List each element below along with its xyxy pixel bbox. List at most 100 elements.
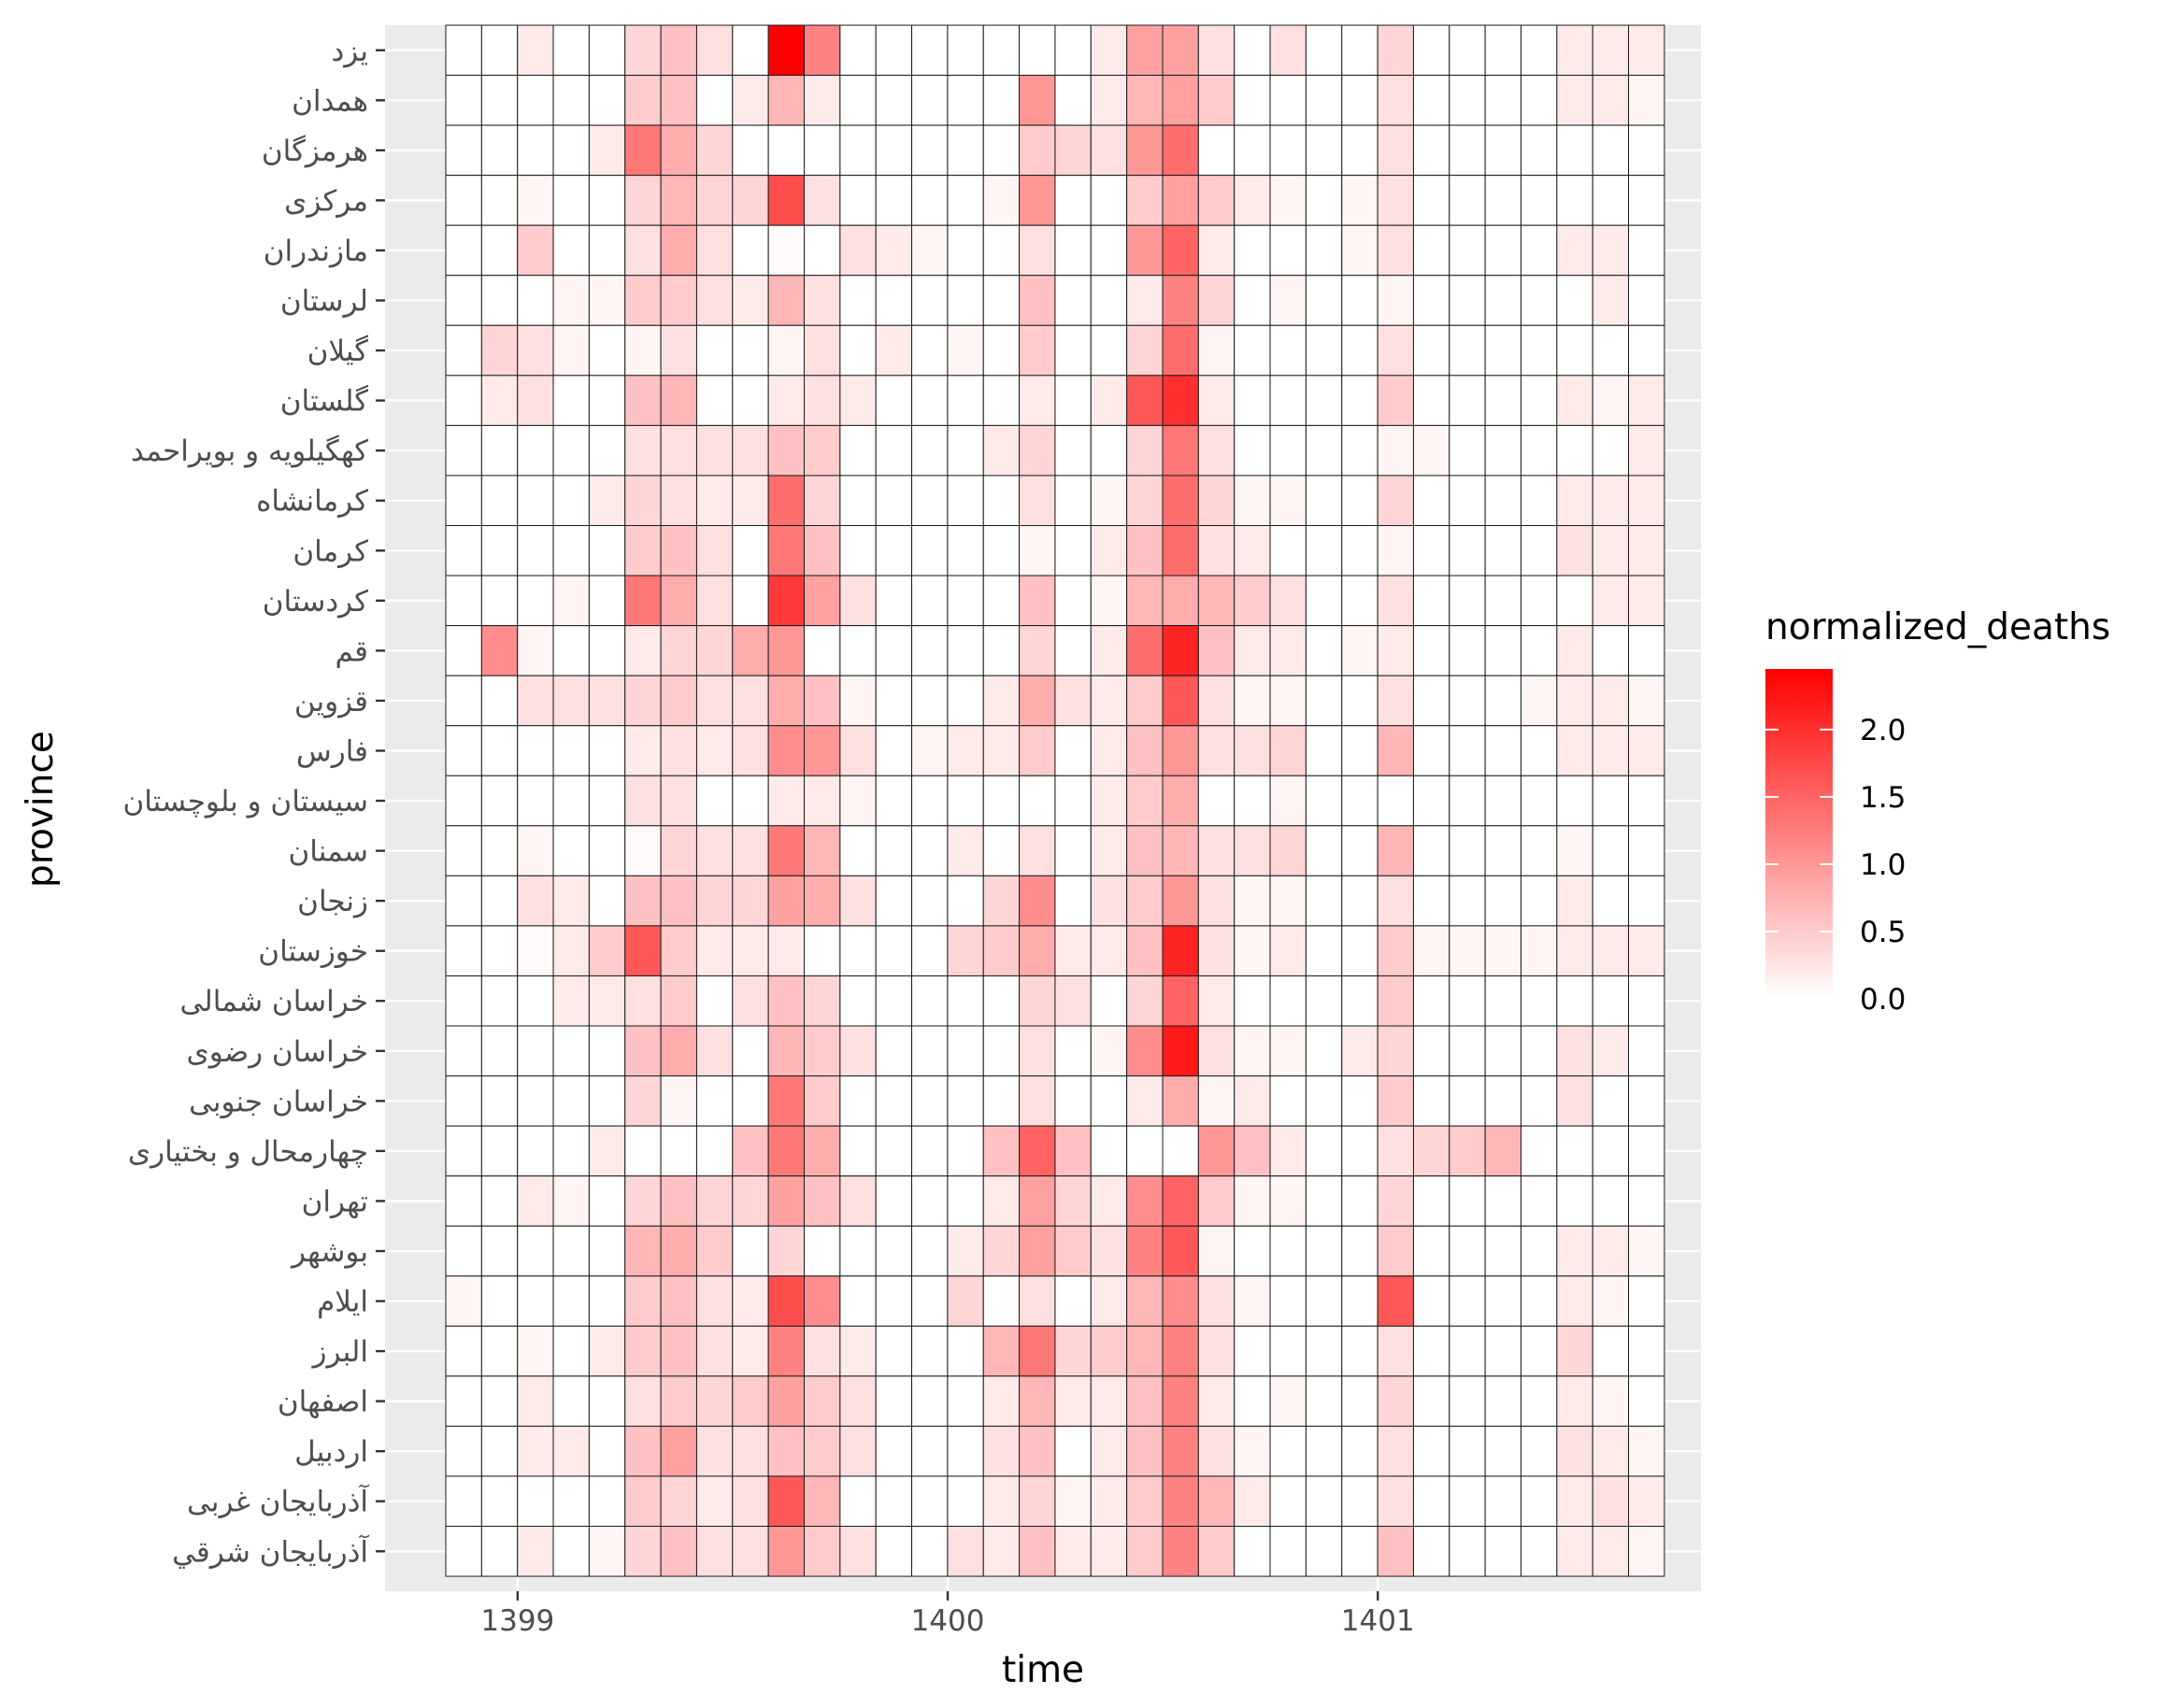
heatmap-cell xyxy=(1234,175,1271,226)
heatmap-cell xyxy=(1234,375,1271,426)
heatmap-cell xyxy=(552,675,590,727)
heatmap-cell xyxy=(1269,175,1307,226)
heatmap-cell xyxy=(1234,1275,1271,1327)
y-axis: یزد همدان هرمزگان مرکزی مازندران لرستان گیلان گ… xyxy=(122,35,385,1569)
heatmap-cell xyxy=(732,1375,769,1427)
heatmap-cell xyxy=(911,275,949,326)
heatmap-cell xyxy=(982,825,1021,876)
heatmap-cell xyxy=(1019,725,1056,776)
heatmap-cell xyxy=(1556,375,1593,426)
heatmap-cell xyxy=(1162,975,1199,1027)
heatmap-cell xyxy=(1126,124,1164,177)
heatmap-cell xyxy=(1234,1425,1271,1477)
heatmap-cell xyxy=(445,525,482,576)
heatmap-cell xyxy=(1197,224,1236,277)
heatmap-cell xyxy=(804,475,841,527)
heatmap-cell xyxy=(1341,875,1378,927)
heatmap-cell xyxy=(624,175,662,226)
heatmap-cell xyxy=(982,224,1021,277)
heatmap-cell xyxy=(1449,175,1486,226)
heatmap-cell xyxy=(1162,575,1199,627)
heatmap-cell xyxy=(839,424,877,477)
heatmap-cell xyxy=(1556,24,1593,77)
heatmap-cell xyxy=(1305,725,1343,776)
heatmap-cell xyxy=(732,725,769,776)
heatmap-cell xyxy=(1628,275,1665,326)
heatmap-cell xyxy=(1090,1225,1128,1277)
y-tick-label: مرکزی xyxy=(284,184,368,218)
heatmap-cell xyxy=(982,1275,1021,1327)
heatmap-cell xyxy=(445,675,482,727)
heatmap-cell xyxy=(1484,1075,1522,1127)
heatmap-cell xyxy=(1341,1125,1378,1177)
heatmap-cell xyxy=(1377,275,1414,326)
heatmap-cell xyxy=(660,175,697,226)
heatmap-cell xyxy=(875,1075,913,1127)
heatmap-cell xyxy=(1377,1075,1414,1127)
heatmap-cell xyxy=(911,1275,949,1327)
heatmap-cell xyxy=(1019,75,1056,126)
heatmap-cell xyxy=(767,925,806,976)
heatmap-cell xyxy=(767,175,806,226)
heatmap-cell xyxy=(1449,1225,1486,1277)
heatmap-cell xyxy=(1269,1175,1307,1227)
heatmap-cell xyxy=(1628,224,1665,277)
heatmap-cell xyxy=(552,1125,590,1177)
heatmap-cell xyxy=(947,675,984,727)
heatmap-cell xyxy=(1126,1225,1164,1277)
heatmap-cell xyxy=(1556,725,1593,776)
heatmap-cell xyxy=(552,124,590,177)
heatmap-cell xyxy=(804,875,841,927)
heatmap-cell xyxy=(1556,675,1593,727)
heatmap-cell xyxy=(624,1225,662,1277)
heatmap-cell xyxy=(804,775,841,827)
heatmap-cell xyxy=(1162,1325,1199,1377)
heatmap-cell xyxy=(660,424,697,477)
heatmap-cell xyxy=(1341,525,1378,576)
heatmap-cell xyxy=(1197,975,1236,1027)
heatmap-cell xyxy=(445,775,482,827)
heatmap-cell xyxy=(947,124,984,177)
heatmap-cell xyxy=(1377,124,1414,177)
heatmap-cell xyxy=(1126,1475,1164,1527)
heatmap-cell xyxy=(1484,1325,1522,1377)
heatmap-cell xyxy=(1412,575,1450,627)
heatmap-cell xyxy=(804,1175,841,1227)
heatmap-cell xyxy=(517,725,554,776)
heatmap-cell xyxy=(517,1025,554,1077)
heatmap-cell xyxy=(1341,1526,1378,1577)
heatmap-cell xyxy=(1162,525,1199,576)
heatmap-cell xyxy=(982,1225,1021,1277)
heatmap-cell xyxy=(1377,1275,1414,1327)
heatmap-cell xyxy=(1269,224,1307,277)
heatmap-cell xyxy=(517,1375,554,1427)
heatmap-cell xyxy=(947,925,984,976)
heatmap-cell xyxy=(982,475,1021,527)
heatmap-cell xyxy=(1269,1375,1307,1427)
heatmap-cell xyxy=(1269,475,1307,527)
heatmap-cell xyxy=(660,725,697,776)
heatmap-cell xyxy=(1019,575,1056,627)
heatmap-cell xyxy=(1341,275,1378,326)
heatmap-cell xyxy=(1592,925,1630,976)
heatmap-cell xyxy=(1162,224,1199,277)
heatmap-cell xyxy=(480,24,519,77)
heatmap-cell xyxy=(588,424,626,477)
heatmap-cell xyxy=(767,825,806,876)
heatmap-cell xyxy=(480,1475,519,1527)
heatmap-cell xyxy=(1412,175,1450,226)
legend-ticks: 0.0 0.5 1.0 1.5 2.0 xyxy=(1765,714,1906,1017)
heatmap-cell xyxy=(1234,925,1271,976)
heatmap-cell xyxy=(1269,625,1307,676)
heatmap-cell xyxy=(1556,175,1593,226)
heatmap-cell xyxy=(1628,1225,1665,1277)
heatmap-cell xyxy=(1377,75,1414,126)
y-tick-label: کردستان xyxy=(263,585,368,619)
heatmap-cell xyxy=(1162,725,1199,776)
heatmap-cell xyxy=(588,525,626,576)
heatmap-cell xyxy=(517,1125,554,1177)
heatmap-cell xyxy=(1162,1225,1199,1277)
heatmap-cell xyxy=(982,1425,1021,1477)
heatmap-cell xyxy=(839,575,877,627)
heatmap-cell xyxy=(1412,625,1450,676)
